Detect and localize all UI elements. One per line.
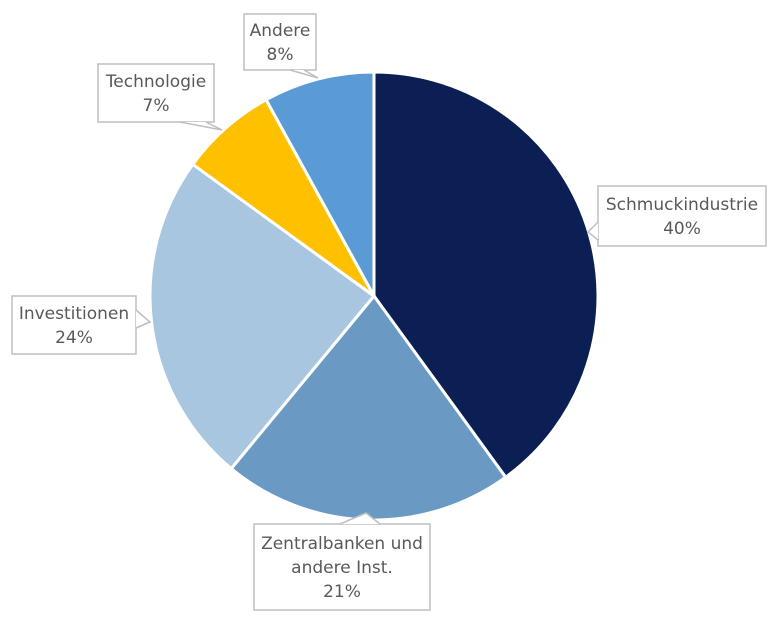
pie-slices xyxy=(148,70,600,522)
label-value: 40% xyxy=(663,219,701,239)
data-label-andere: Andere 8% xyxy=(243,13,319,79)
label-category: andere Inst. xyxy=(291,558,393,578)
data-label-technologie: Technologie 7% xyxy=(97,63,223,131)
callout-pointer xyxy=(289,69,319,79)
callout-box xyxy=(97,63,215,123)
pie-slice-schmuckindustrie xyxy=(372,70,600,480)
label-value: 7% xyxy=(143,96,170,116)
callout-pointer xyxy=(339,512,381,525)
callout-box xyxy=(253,523,431,611)
callout-box xyxy=(597,185,767,247)
pie-slice-andere xyxy=(264,70,376,297)
data-label-callouts: Schmuckindustrie 40% Zentralbanken und ande… xyxy=(11,13,767,611)
label-category: Technologie xyxy=(105,72,206,92)
label-category: Schmuckindustrie xyxy=(606,195,758,215)
callout-pointer xyxy=(179,121,223,131)
label-category: Andere xyxy=(250,21,311,41)
data-label-investitionen: Investitionen 24% xyxy=(11,295,152,355)
pie-slice-investitionen xyxy=(148,162,377,471)
callout-pointer xyxy=(135,309,152,329)
callout-box xyxy=(11,295,137,355)
label-category: Zentralbanken und xyxy=(261,534,423,554)
callout-pointer xyxy=(586,221,599,241)
label-value: 24% xyxy=(55,328,93,348)
label-category: Investitionen xyxy=(19,304,129,324)
label-value: 8% xyxy=(267,45,294,65)
callout-box xyxy=(243,13,317,71)
data-label-schmuckindustrie: Schmuckindustrie 40% xyxy=(586,185,767,247)
label-value: 21% xyxy=(323,582,361,602)
data-label-zentralbanken-und-andere-inst: Zentralbanken und andere Inst. 21% xyxy=(253,512,431,611)
